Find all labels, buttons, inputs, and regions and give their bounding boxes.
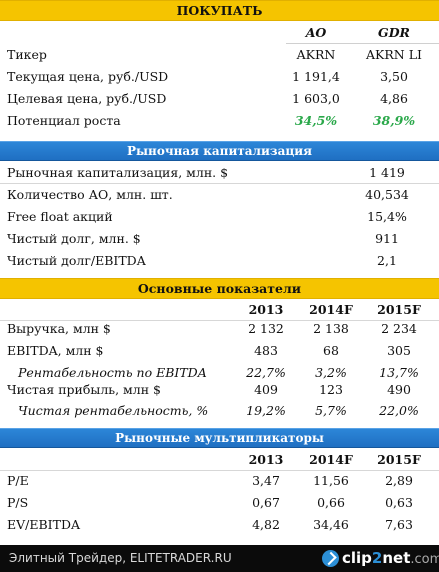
row-label: P/E: [7, 473, 29, 488]
ao-value: 1 603,0: [292, 91, 340, 106]
row-label: Чистая прибыль, млн $: [7, 382, 161, 397]
cell-value: 2 132: [248, 321, 284, 336]
table-row: Чистый долг/EBITDA 2,1: [0, 250, 439, 272]
row-label: Рентабельность по EBITDA: [18, 365, 207, 380]
table-row: Чистая прибыль, млн $ 409 123 490: [0, 379, 439, 401]
row-label: Выручка, млн $: [7, 321, 111, 336]
cell-value: 5,7%: [315, 403, 347, 418]
cell-value: 34,46: [313, 517, 349, 532]
row-label: Чистая рентабельность, %: [18, 403, 209, 418]
cell-value: 409: [254, 382, 278, 397]
cell-value: 2 234: [381, 321, 417, 336]
cell-value: 0,67: [252, 495, 280, 510]
cell-value: 305: [387, 343, 411, 358]
gdr-upside-value: 38,9%: [372, 113, 416, 128]
ao-value: AKRN: [296, 47, 336, 62]
cell-value: 22,7%: [246, 365, 286, 380]
row-label: P/S: [7, 495, 29, 510]
row-value: 15,4%: [367, 209, 407, 224]
ao-value: 1 191,4: [292, 69, 340, 84]
table-row: P/S 0,67 0,66 0,63: [0, 492, 439, 514]
clip2net-logo-text: clip2net.com: [342, 548, 439, 567]
row-label: Текущая цена, руб./USD: [7, 69, 169, 84]
row-label: Чистый долг, млн. $: [7, 231, 141, 246]
table-row: Рыночная капитализация, млн. $ 1 419: [0, 162, 439, 184]
row-value: 40,534: [365, 187, 409, 202]
cell-value: 4,82: [252, 517, 280, 532]
cell-value: 2 138: [313, 321, 349, 336]
column-header-row: AO GDR: [0, 22, 439, 44]
gdr-value: AKRN LI: [366, 47, 422, 62]
year-header: 2015F: [377, 452, 421, 467]
years-header-row: 2013 2014F 2015F: [0, 299, 439, 321]
cell-value: 3,47: [252, 473, 280, 488]
col-gdr-header: GDR: [378, 25, 410, 40]
table-row: Рентабельность по EBITDA 22,7% 3,2% 13,7…: [0, 362, 439, 384]
section-header-key-indicators: Основные показатели: [0, 278, 439, 299]
col-ao-header: AO: [305, 25, 327, 40]
year-header: 2014F: [309, 452, 353, 467]
section-header-market-cap: Рыночная капитализация: [0, 141, 439, 161]
years-header-row: 2013 2014F 2015F: [0, 449, 439, 471]
cell-value: 13,7%: [379, 365, 419, 380]
row-label: Тикер: [7, 47, 47, 62]
table-row: Free float акций 15,4%: [0, 206, 439, 228]
cell-value: 0,63: [385, 495, 413, 510]
cell-value: 19,2%: [246, 403, 286, 418]
section-header-multiples: Рыночные мультипликаторы: [0, 428, 439, 448]
table-row: P/E 3,47 11,56 2,89: [0, 470, 439, 492]
row-label: EBITDA, млн $: [7, 343, 104, 358]
cell-value: 22,0%: [379, 403, 419, 418]
cell-value: 483: [254, 343, 278, 358]
cell-value: 0,66: [317, 495, 345, 510]
cell-value: 11,56: [313, 473, 349, 488]
row-label: Количество АО, млн. шт.: [7, 187, 173, 202]
row-value: 2,1: [377, 253, 397, 268]
cell-value: 7,63: [385, 517, 413, 532]
source-text: Элитный Трейдер, ELITETRADER.RU: [9, 551, 232, 565]
row-label: Чистый долг/EBITDA: [7, 253, 146, 268]
row-value: 1 419: [369, 165, 405, 180]
year-header: 2013: [248, 452, 284, 467]
clip2net-logo[interactable]: clip2net.com: [322, 545, 439, 572]
table-row: EBITDA, млн $ 483 68 305: [0, 340, 439, 362]
cell-value: 123: [319, 382, 343, 397]
table-row: EV/EBITDA 4,82 34,46 7,63: [0, 514, 439, 536]
table-row: Выручка, млн $ 2 132 2 138 2 234: [0, 318, 439, 340]
table-row: Количество АО, млн. шт. 40,534: [0, 184, 439, 206]
divider: [286, 43, 439, 44]
gdr-value: 3,50: [380, 69, 408, 84]
row-label: Потенциал роста: [7, 113, 121, 128]
footer-bar: Элитный Трейдер, ELITETRADER.RU clip2net…: [0, 545, 439, 572]
year-header: 2014F: [309, 302, 353, 317]
row-label: Рыночная капитализация, млн. $: [7, 165, 229, 180]
table-row: Тикер AKRN AKRN LI: [0, 44, 439, 66]
row-label: EV/EBITDA: [7, 517, 80, 532]
cell-value: 2,89: [385, 473, 413, 488]
table-row: Целевая цена, руб./USD 1 603,0 4,86: [0, 88, 439, 110]
recommendation-header: ПОКУПАТЬ: [0, 0, 439, 21]
clip2net-check-icon: [322, 550, 339, 567]
year-header: 2013: [248, 302, 284, 317]
year-header: 2015F: [377, 302, 421, 317]
cell-value: 490: [387, 382, 411, 397]
table-row: Чистый долг, млн. $ 911: [0, 228, 439, 250]
table-row: Чистая рентабельность, % 19,2% 5,7% 22,0…: [0, 400, 439, 422]
row-value: 911: [375, 231, 399, 246]
row-label: Free float акций: [7, 209, 113, 224]
table-row: Потенциал роста 34,5% 38,9%: [0, 110, 439, 132]
cell-value: 3,2%: [315, 365, 347, 380]
ao-upside-value: 34,5%: [294, 113, 338, 128]
row-label: Целевая цена, руб./USD: [7, 91, 167, 106]
cell-value: 68: [323, 343, 339, 358]
table-row: Текущая цена, руб./USD 1 191,4 3,50: [0, 66, 439, 88]
gdr-value: 4,86: [380, 91, 408, 106]
